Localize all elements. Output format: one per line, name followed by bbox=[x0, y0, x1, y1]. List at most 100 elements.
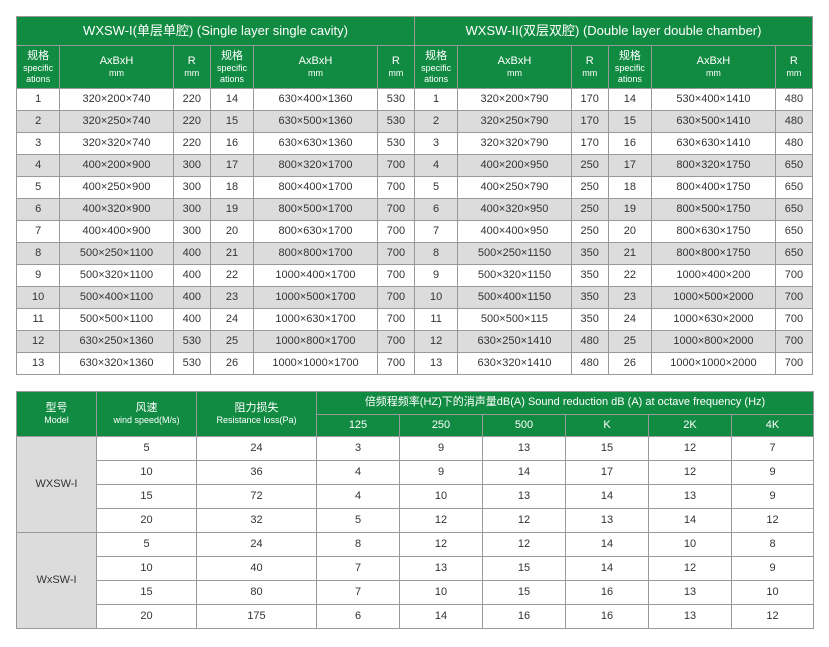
cell: 5 bbox=[317, 508, 400, 532]
table1-title-left: WXSW-I(单层单腔) (Single layer single cavity… bbox=[17, 17, 415, 46]
cell: 15 bbox=[608, 111, 651, 133]
performance-table: 型号Model 风速wind speed(M/s) 阻力损失Resistance… bbox=[16, 391, 814, 628]
cell: 24 bbox=[608, 309, 651, 331]
cell: 12 bbox=[400, 508, 483, 532]
cell: 4 bbox=[414, 155, 457, 177]
cell: 300 bbox=[173, 177, 210, 199]
cell: 250 bbox=[571, 155, 608, 177]
cell: 320×320×740 bbox=[60, 133, 173, 155]
cell: 10 bbox=[400, 484, 483, 508]
cell: 700 bbox=[775, 265, 812, 287]
cell: 23 bbox=[210, 287, 253, 309]
cell: 220 bbox=[173, 133, 210, 155]
cell: 650 bbox=[775, 199, 812, 221]
cell: 1 bbox=[17, 89, 60, 111]
cell: 8 bbox=[17, 243, 60, 265]
cell: 15 bbox=[483, 580, 566, 604]
cell: 250 bbox=[571, 221, 608, 243]
cell: 13 bbox=[649, 604, 732, 628]
cell: 700 bbox=[377, 353, 414, 375]
cell: 3 bbox=[317, 436, 400, 460]
cell: 400×400×900 bbox=[60, 221, 173, 243]
cell: 220 bbox=[173, 89, 210, 111]
cell: 15 bbox=[566, 436, 649, 460]
cell: 20 bbox=[97, 604, 197, 628]
cell: 500×500×115 bbox=[458, 309, 571, 331]
cell: 10 bbox=[97, 556, 197, 580]
cell: 13 bbox=[649, 484, 732, 508]
cell: 1000×1000×1700 bbox=[254, 353, 378, 375]
cell: 320×250×790 bbox=[458, 111, 571, 133]
cell: 9 bbox=[732, 556, 814, 580]
cell: 480 bbox=[775, 89, 812, 111]
cell: 15 bbox=[210, 111, 253, 133]
cell: 250 bbox=[571, 177, 608, 199]
cell: 500×250×1100 bbox=[60, 243, 173, 265]
cell: 1000×630×1700 bbox=[254, 309, 378, 331]
cell: 350 bbox=[571, 309, 608, 331]
table-row: 10407131514129 bbox=[17, 556, 814, 580]
table1-col-headers: 规格specific ations AxBxHmm Rmm 规格specific… bbox=[17, 45, 813, 89]
cell: 630×320×1360 bbox=[60, 353, 173, 375]
cell: 10 bbox=[732, 580, 814, 604]
cell: 19 bbox=[210, 199, 253, 221]
cell: 4 bbox=[17, 155, 60, 177]
cell: 350 bbox=[571, 287, 608, 309]
cell: 1000×500×1700 bbox=[254, 287, 378, 309]
cell: 400×200×950 bbox=[458, 155, 571, 177]
cell: 530 bbox=[377, 111, 414, 133]
cell: 320×200×790 bbox=[458, 89, 571, 111]
cell: 12 bbox=[649, 436, 732, 460]
cell: 530×400×1410 bbox=[652, 89, 776, 111]
cell: 11 bbox=[414, 309, 457, 331]
table-row: WXSW-I524391315127 bbox=[17, 436, 814, 460]
cell: 23 bbox=[608, 287, 651, 309]
cell: 8 bbox=[414, 243, 457, 265]
cell: 630×250×1410 bbox=[458, 331, 571, 353]
cell: 1000×1000×2000 bbox=[652, 353, 776, 375]
cell: 9 bbox=[732, 460, 814, 484]
cell: 700 bbox=[377, 287, 414, 309]
cell: 12 bbox=[414, 331, 457, 353]
table-row: 2320×250×74022015630×500×13605302320×250… bbox=[17, 111, 813, 133]
cell: 16 bbox=[566, 604, 649, 628]
table-row: 203251212131412 bbox=[17, 508, 814, 532]
table-row: 13630×320×1360530261000×1000×17007001363… bbox=[17, 353, 813, 375]
cell: 22 bbox=[608, 265, 651, 287]
cell: 10 bbox=[414, 287, 457, 309]
cell: 400 bbox=[173, 265, 210, 287]
cell: 10 bbox=[649, 532, 732, 556]
cell: 170 bbox=[571, 133, 608, 155]
cell: 630×630×1360 bbox=[254, 133, 378, 155]
cell: 800×800×1700 bbox=[254, 243, 378, 265]
cell: 530 bbox=[377, 133, 414, 155]
cell: 700 bbox=[377, 199, 414, 221]
cell: 15 bbox=[97, 580, 197, 604]
cell: 16 bbox=[608, 133, 651, 155]
cell: 4 bbox=[317, 484, 400, 508]
cell: 80 bbox=[197, 580, 317, 604]
cell: 480 bbox=[571, 353, 608, 375]
cell: 630×320×1410 bbox=[458, 353, 571, 375]
cell: 630×400×1360 bbox=[254, 89, 378, 111]
cell: 250 bbox=[571, 199, 608, 221]
cell: 9 bbox=[17, 265, 60, 287]
cell: 170 bbox=[571, 89, 608, 111]
cell: 20 bbox=[608, 221, 651, 243]
cell: 800×320×1700 bbox=[254, 155, 378, 177]
cell: 6 bbox=[17, 199, 60, 221]
cell: 24 bbox=[197, 436, 317, 460]
cell: 5 bbox=[17, 177, 60, 199]
cell: 12 bbox=[17, 331, 60, 353]
cell: 700 bbox=[377, 243, 414, 265]
cell: 1000×500×2000 bbox=[652, 287, 776, 309]
cell: 350 bbox=[571, 265, 608, 287]
table-row: 4400×200×90030017800×320×17007004400×200… bbox=[17, 155, 813, 177]
cell: 26 bbox=[210, 353, 253, 375]
cell: 21 bbox=[608, 243, 651, 265]
cell: 32 bbox=[197, 508, 317, 532]
cell: 500×400×1150 bbox=[458, 287, 571, 309]
cell: 1000×400×1700 bbox=[254, 265, 378, 287]
cell: 17 bbox=[210, 155, 253, 177]
cell: 9 bbox=[400, 436, 483, 460]
